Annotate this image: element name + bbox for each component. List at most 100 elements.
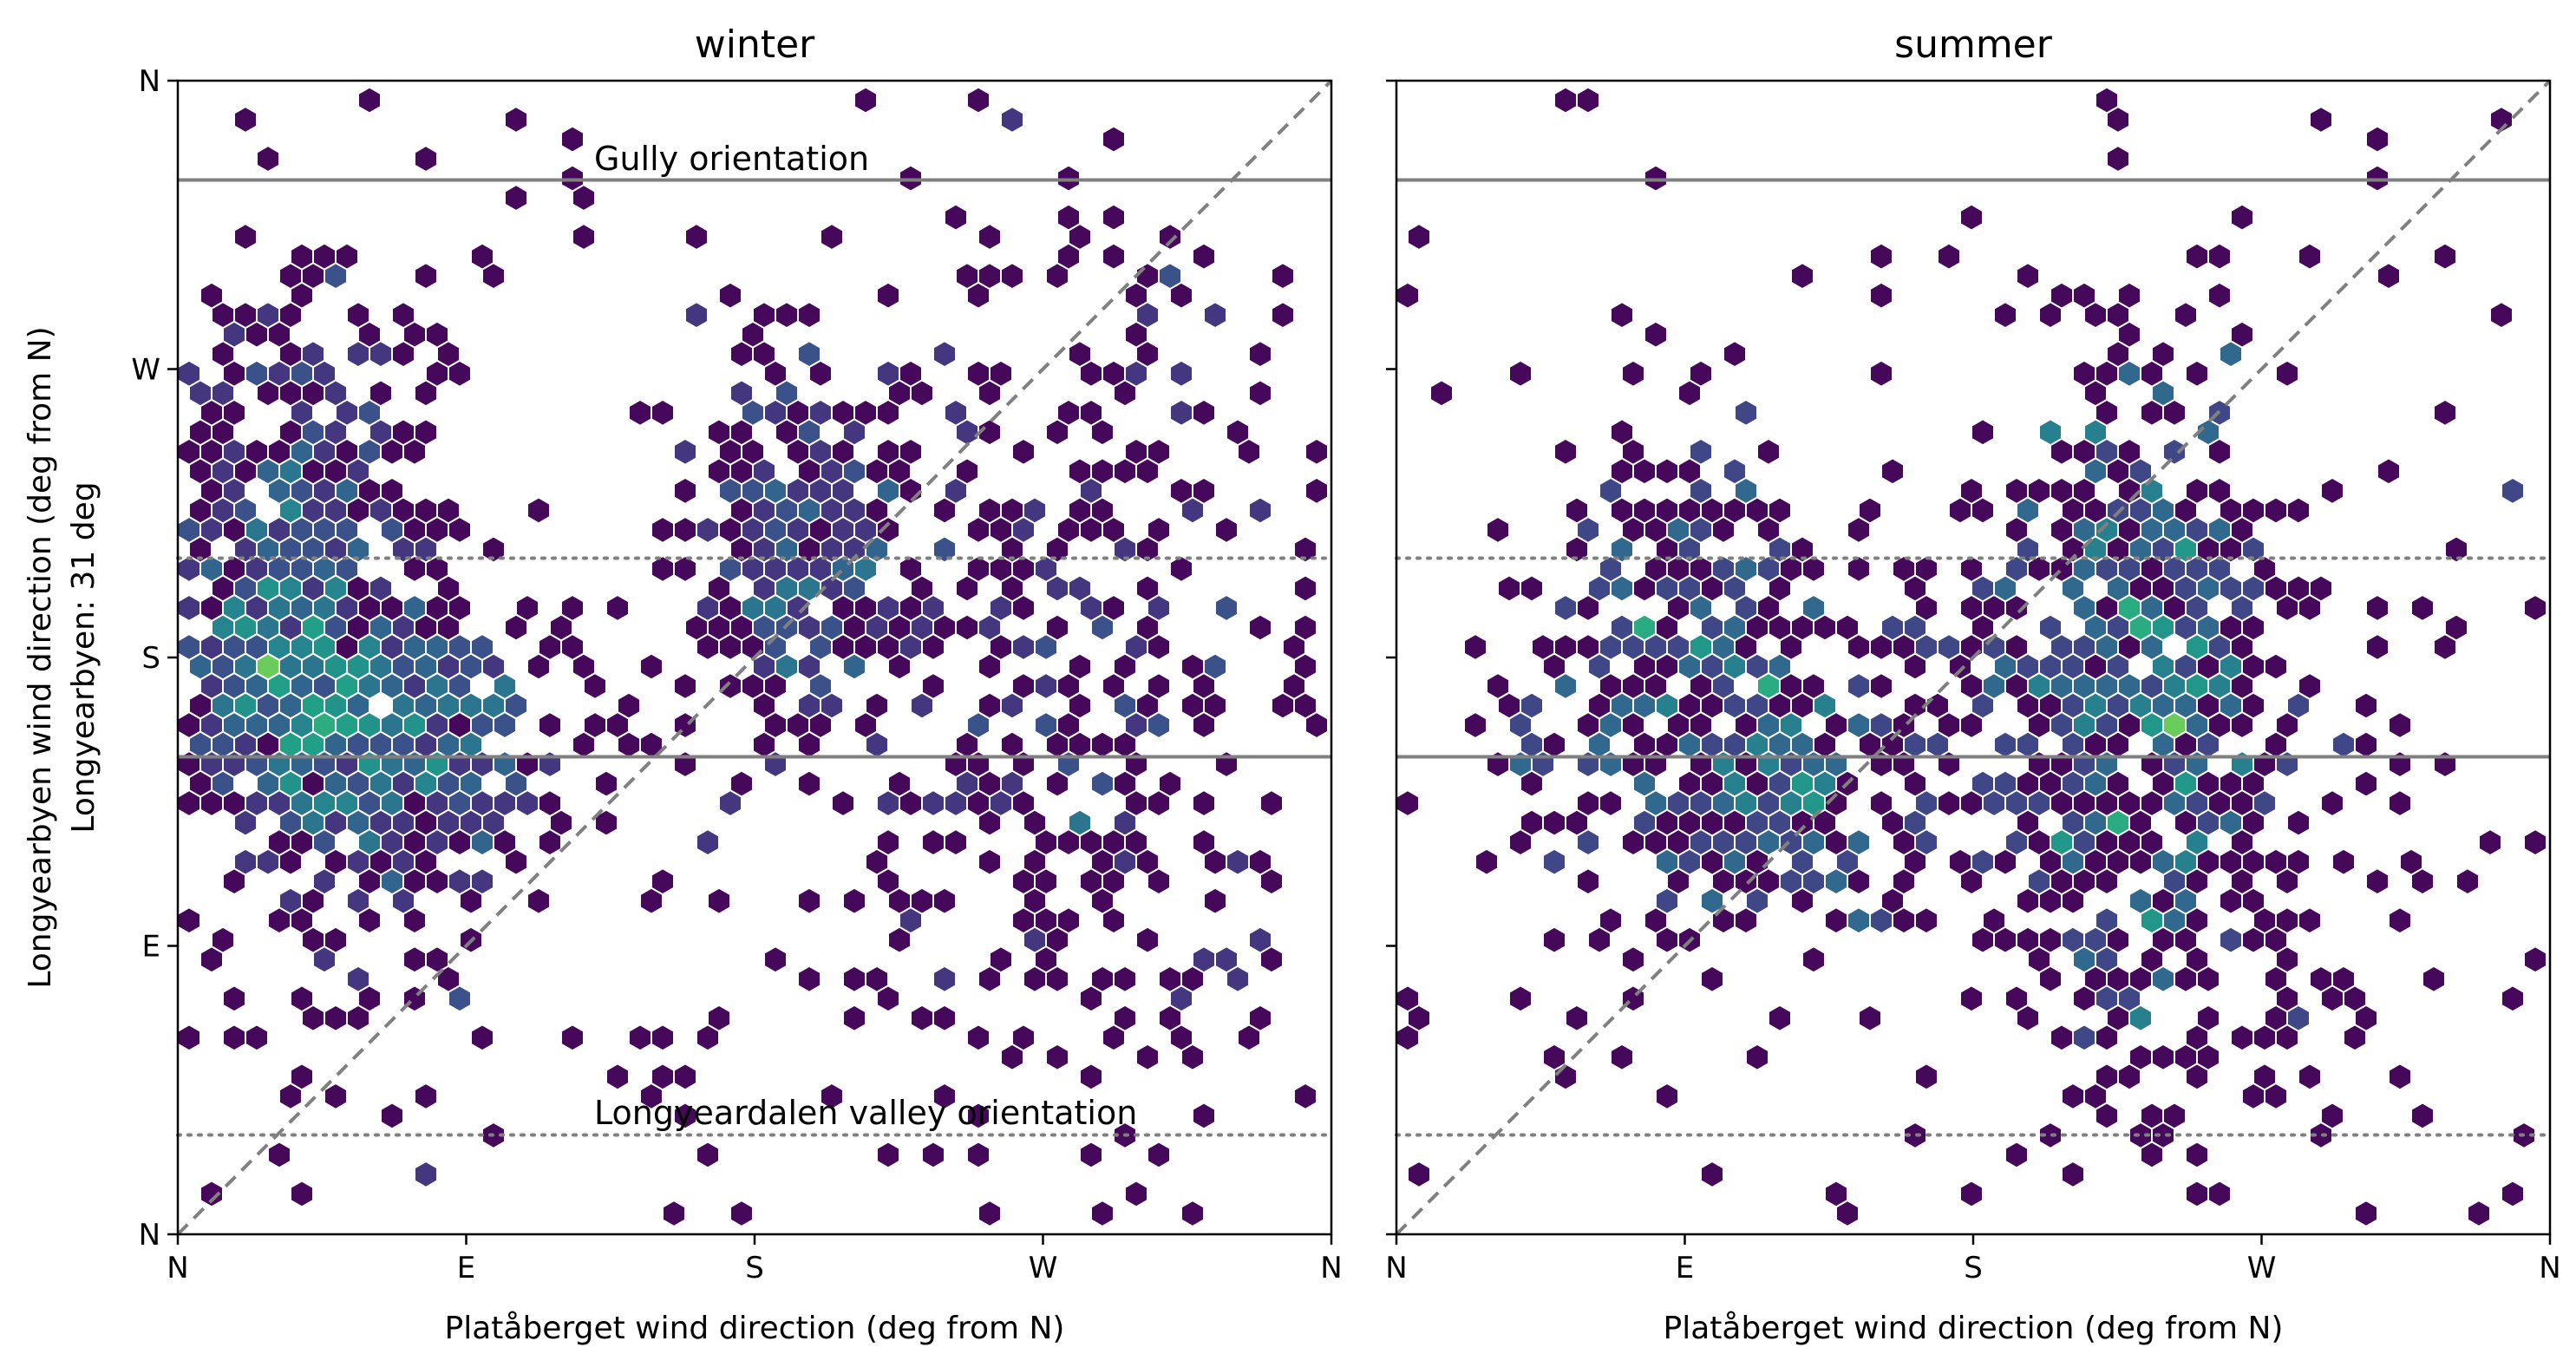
hexbin-cell [472, 635, 493, 659]
hexbin-cell [1882, 810, 1903, 835]
hexbin-cell [258, 576, 278, 601]
hexbin-cell [979, 615, 1000, 640]
hexbin-cell [291, 361, 312, 386]
hexbin-cell [2119, 596, 2140, 620]
hexbin-cell [821, 693, 842, 718]
hexbin-cell [2344, 1025, 2365, 1050]
hexbin-cell [370, 654, 391, 679]
hexbin-cell [1905, 654, 1925, 679]
hexbin-cell [280, 342, 301, 366]
hexbin-cell [224, 596, 245, 620]
hexbin-cell [1182, 967, 1203, 991]
hexbin-cell [280, 303, 301, 327]
hexbin-cell [1871, 674, 1892, 698]
hexbin-cell [2175, 849, 2196, 874]
hexbin-cell [1250, 615, 1271, 640]
hexbin-cell [1205, 693, 1226, 718]
hexbin-cell [1148, 713, 1169, 737]
hexbin-cell [2187, 518, 2207, 542]
hexbin-cell [224, 713, 245, 737]
hexbin-cell [325, 615, 346, 640]
hexbin-cell [1092, 1201, 1113, 1226]
hexbin-cell [2141, 1142, 2162, 1168]
x-tick-label: S [745, 1251, 764, 1285]
hexbin-cell [2502, 986, 2523, 1011]
hexbin-cell [1657, 615, 1677, 640]
hexbin-cell [1013, 635, 1034, 659]
hexbin-cell [2006, 986, 2027, 1011]
hexbin-cell [1769, 537, 1790, 562]
hexbin-cell [1668, 791, 1689, 815]
hexbin-cell [2220, 498, 2241, 523]
hexbin-cell [1521, 693, 1542, 718]
hexbin-cell [1736, 869, 1756, 893]
hexbin-cell [1736, 908, 1756, 932]
hexbin-cell [2119, 986, 2140, 1011]
hexbin-cell [810, 557, 831, 581]
hexbin-cell [1126, 322, 1147, 347]
hexbin-cell [923, 791, 944, 815]
hexbin-cell [2198, 537, 2219, 562]
hexbin-cell [201, 479, 222, 503]
hexbin-cell [1002, 498, 1023, 523]
hexbin-cell [1995, 576, 2016, 601]
hexbin-cell [2356, 771, 2377, 796]
hexbin-cell [1295, 654, 1316, 679]
hexbin-cell [1972, 771, 1993, 796]
hexbin-cell [1409, 1006, 1429, 1030]
hexbin-cell [1115, 771, 1135, 796]
hexbin-cell [1634, 810, 1655, 835]
hexbin-cell [957, 576, 977, 601]
hexbin-cell [201, 1181, 222, 1207]
hexbin-cell [742, 518, 763, 542]
hexbin-cell [1058, 713, 1079, 737]
hexbin-cell [2096, 986, 2117, 1011]
hexbin-cell [359, 674, 380, 698]
hexbin-cell [1814, 732, 1835, 757]
hexbin-cell [303, 888, 324, 913]
hexbin-cell [1893, 557, 1914, 581]
hexbin-cell [1781, 713, 1801, 737]
hexbin-cell [1126, 713, 1147, 737]
hexbin-cell [2243, 498, 2264, 523]
hexbin-cell [934, 1084, 955, 1109]
hexbin-cell [2277, 986, 2298, 1011]
hexbin-cell [1115, 967, 1135, 991]
hexbin-cell [1036, 635, 1056, 659]
hexbin-cell [337, 440, 357, 464]
hexbin-cell [1306, 713, 1327, 737]
hexbin-cell [1657, 576, 1677, 601]
hexbin-cell [359, 440, 380, 464]
hexbin-cell [2006, 479, 2027, 503]
hexbin-cell [280, 576, 301, 601]
hexbin-cell [878, 635, 899, 659]
hexbin-cell [1893, 635, 1914, 659]
hexbin-cell [291, 908, 312, 932]
hexbin-cell [303, 810, 324, 835]
hexbin-cell [1961, 986, 1982, 1011]
hexbin-cell [2130, 810, 2151, 835]
hexbin-cell [2141, 635, 2162, 659]
hexbin-cell [866, 459, 887, 484]
hexbin-cell [799, 888, 820, 913]
hexbin-cell [404, 713, 425, 737]
hexbin-cell [664, 1201, 684, 1226]
hexbin-cell [2130, 615, 2151, 640]
hexbin-cell [461, 810, 481, 835]
hexbin-cell [1826, 713, 1847, 737]
hexbin-cell [1137, 459, 1158, 484]
hexbin-cell [246, 713, 267, 737]
hexbin-cell [2074, 791, 2095, 815]
hexbin-cell [1148, 440, 1169, 464]
hexbin-cell [1792, 888, 1813, 913]
hexbin-cell [1736, 713, 1756, 737]
hexbin-cell [2096, 635, 2117, 659]
hexbin-cell [957, 771, 977, 796]
hexbin-cell [2299, 1064, 2320, 1089]
hexbin-cell [303, 576, 324, 601]
hexbin-cell [934, 1006, 955, 1030]
hexbin-cell [2051, 518, 2072, 542]
hexbin-cell [415, 654, 436, 679]
hexbin-cell [866, 615, 887, 640]
hexbin-cell [415, 420, 436, 445]
